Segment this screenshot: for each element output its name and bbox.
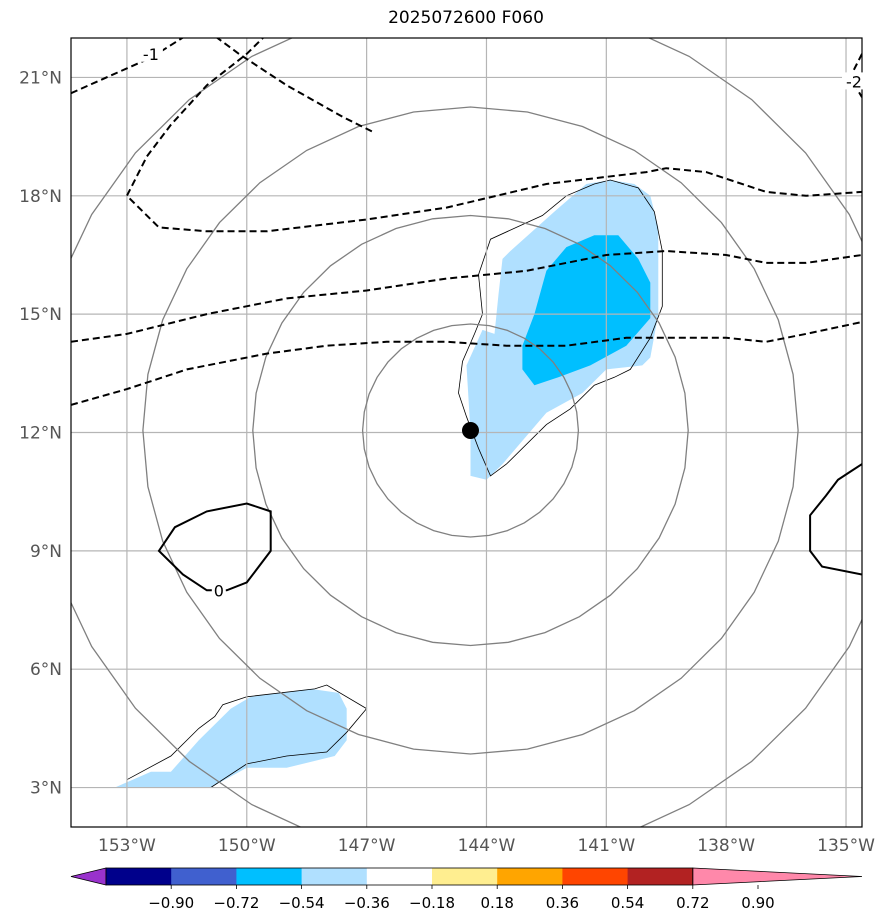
gridlines [71,38,862,827]
dashed-contour [125,38,862,233]
range-ring [71,38,862,827]
lat-tick-label: 12°N [19,424,62,444]
lat-tick-label: 15°N [19,305,62,325]
range-rings [71,38,862,827]
map-title: 2025072600 F060 [388,8,544,28]
colorbar-tick-label: −0.18 [409,894,455,912]
colorbar-tick-label: 0.90 [741,894,774,912]
zero-contour-edge [809,463,862,576]
colorbar-segment [301,868,368,885]
lat-tick-label: 21°N [19,68,62,88]
dashed-contour [215,38,376,134]
colorbar-extend-high [692,867,863,886]
colorbar-tick-label: 0.18 [480,894,513,912]
colorbar-extend-low [70,867,107,886]
range-ring [252,214,689,647]
colorbar-segment [366,868,433,885]
map-frame [70,37,863,828]
lon-tick-label: 150°W [218,836,276,856]
shaded-fields [114,179,663,788]
lat-tick-label: 18°N [19,187,62,207]
dashed-contour [71,38,185,95]
contour-label-bg [211,581,226,599]
colorbar-tick-label: −0.36 [344,894,390,912]
outline-sw [126,684,368,788]
dashed-contour [71,249,862,343]
storm-center-marker [461,422,479,440]
colorbar-segment [627,868,694,885]
lat-tick-label: 6°N [30,660,62,680]
contour-labels: -1 -2 0 [138,44,867,600]
contour-label: -1 [143,45,159,64]
range-ring [361,323,580,538]
lat-tick-label: 9°N [30,542,62,562]
lon-tick-label: 153°W [98,836,156,856]
lon-tick-label: 138°W [697,836,755,856]
colorbar-frame [105,867,694,886]
contour-label-bg [138,44,163,62]
colorbar-segment [236,868,303,885]
lon-tick-label: 141°W [577,836,635,856]
colorbar: −0.90 −0.72 −0.54 −0.36 −0.18 0.18 0.36 0.54 0.7… [70,867,863,912]
contour-lines [71,38,862,592]
zero-contour-loop [157,502,272,592]
map-plot-area [71,38,862,827]
lon-tick-label: 147°W [338,836,396,856]
colorbar-segment [106,868,172,885]
colorbar-segment [171,868,237,885]
shaded-area-sw-light [114,688,347,788]
lon-tick-label: 144°W [458,836,516,856]
contour-label-bg [842,72,867,90]
axis-ticks: 153°W 150°W 147°W 144°W 141°W 138°W 135°W 3°N 6°… [19,68,875,856]
colorbar-tick-label: 0.36 [546,894,579,912]
outline-ne [458,179,663,477]
contour-label: 0 [214,581,224,600]
colorbar-tick-label: −0.54 [279,894,325,912]
colorbar-tick-label: −0.72 [213,894,259,912]
lon-tick-label: 135°W [817,836,875,856]
colorbar-segment [497,868,563,885]
contour-label: -2 [846,72,862,91]
colorbar-segment [432,868,498,885]
dashed-contour [71,321,862,406]
lat-tick-label: 3°N [30,779,62,799]
colorbar-tick-label: 0.54 [611,894,644,912]
colorbar-tick-label: 0.72 [676,894,709,912]
colorbar-segment [562,868,629,885]
range-ring [142,106,799,755]
colorbar-tick-label: −0.90 [148,894,194,912]
